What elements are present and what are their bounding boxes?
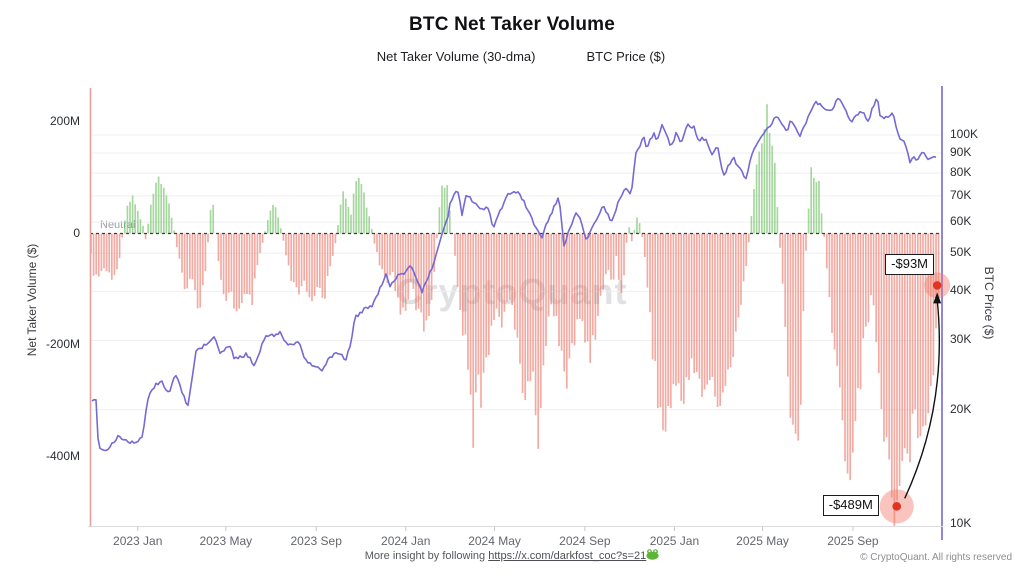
chart-title: BTC Net Taker Volume	[408, 14, 615, 35]
arrowhead-icon	[933, 292, 942, 304]
copyright-notice: © CryptoQuant. All rights reserved	[860, 552, 1012, 563]
legend-label-price: BTC Price ($)	[586, 49, 666, 64]
trend-arrow	[904, 299, 941, 499]
price-line	[91, 97, 937, 452]
volume-bars	[90, 104, 940, 526]
legend-label-volume: Net Taker Volume (30-dma)	[376, 49, 536, 64]
low-value-dot	[892, 502, 902, 511]
footer-text: More insight by following	[364, 550, 489, 562]
frog-emoji-icon	[646, 549, 659, 563]
footer-link[interactable]: https://x.com/darkfost_coc?s=21	[488, 550, 647, 562]
legend: Net Taker Volume (30-dma) BTC Price ($)	[0, 49, 1024, 64]
legend-item-btc-price[interactable]: BTC Price ($)	[561, 49, 665, 64]
legend-item-net-taker-volume[interactable]: Net Taker Volume (30-dma)	[359, 49, 536, 64]
latest-value-dot	[932, 281, 942, 290]
footer-note: More insight by following https://x.com/…	[0, 549, 1024, 563]
